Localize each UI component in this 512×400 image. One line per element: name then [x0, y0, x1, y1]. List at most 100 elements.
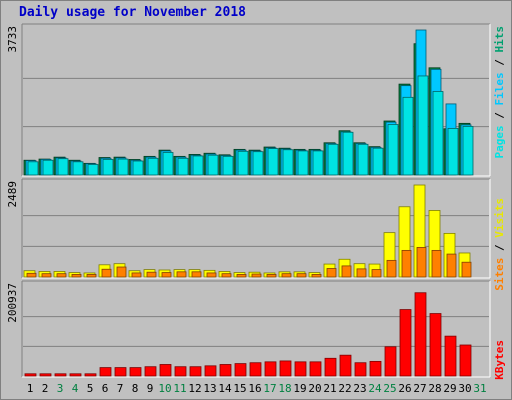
bar-pages-day-6 [102, 159, 114, 176]
bar-sites-day-26 [401, 249, 412, 278]
y-max-label-kbytes: 200937 [6, 283, 19, 323]
bar-kbytes-day-19 [294, 361, 307, 377]
bar-pages-day-27 [417, 75, 429, 176]
bar-kbytes-day-9 [144, 366, 157, 377]
bar-kbytes-day-8 [129, 367, 142, 377]
bar-pages-day-8 [132, 160, 144, 176]
legend-sites-visits-sites: Sites [493, 258, 506, 291]
bar-pages-day-3 [57, 158, 69, 176]
x-tick-label-day-22: 22 [338, 382, 351, 395]
bar-sites-day-11 [176, 271, 187, 278]
bar-pages-day-20 [312, 150, 324, 176]
bar-sites-day-28 [431, 249, 442, 278]
x-tick-label-day-28: 28 [428, 382, 441, 395]
bar-sites-day-29 [446, 253, 457, 278]
bar-kbytes-day-14 [219, 364, 232, 377]
bar-kbytes-day-20 [309, 361, 322, 377]
bar-sites-day-3 [56, 273, 67, 278]
bar-kbytes-day-27 [414, 292, 427, 377]
bar-kbytes-day-23 [354, 362, 367, 377]
x-tick-label-day-9: 9 [147, 382, 154, 395]
bar-pages-day-30 [462, 126, 474, 176]
x-tick-label-day-16: 16 [248, 382, 261, 395]
x-tick-label-day-8: 8 [132, 382, 139, 395]
bar-sites-day-21 [326, 268, 337, 278]
x-tick-label-day-31: 31 [473, 382, 486, 395]
x-tick-label-day-21: 21 [323, 382, 336, 395]
legend-sites-visits-separator: / [493, 238, 506, 258]
x-tick-label-day-3: 3 [57, 382, 64, 395]
bar-kbytes-day-17 [264, 361, 277, 377]
bar-pages-day-4 [72, 161, 84, 176]
bar-sites-day-15 [236, 274, 247, 278]
x-tick-label-day-4: 4 [72, 382, 79, 395]
legend-sites-visits-visits: Visits [493, 198, 506, 238]
bar-sites-day-30 [461, 261, 472, 278]
bar-sites-day-16 [251, 273, 262, 278]
bar-sites-day-10 [161, 272, 172, 278]
bar-sites-day-23 [356, 268, 367, 278]
bar-pages-day-2 [42, 159, 54, 176]
x-tick-label-day-17: 17 [263, 382, 276, 395]
bar-pages-day-13 [207, 154, 219, 176]
bar-pages-day-16 [252, 151, 264, 176]
bar-kbytes-day-5 [84, 373, 97, 377]
bar-pages-day-14 [222, 155, 234, 176]
bar-pages-day-29 [447, 127, 459, 176]
bar-sites-day-20 [311, 274, 322, 278]
bar-pages-day-11 [177, 157, 189, 176]
panel-sites-visits [22, 179, 490, 278]
legend-pages-files-hits-separator: / [493, 106, 506, 126]
x-tick-label-day-13: 13 [203, 382, 216, 395]
x-tick-label-day-23: 23 [353, 382, 366, 395]
bar-kbytes-day-12 [189, 366, 202, 377]
bar-kbytes-day-15 [234, 363, 247, 377]
bar-kbytes-day-22 [339, 354, 352, 377]
x-tick-label-day-30: 30 [458, 382, 471, 395]
bar-sites-day-9 [146, 271, 157, 278]
bar-kbytes-day-30 [459, 344, 472, 377]
x-tick-label-day-6: 6 [102, 382, 109, 395]
y-max-label-sites-visits: 2489 [6, 181, 19, 208]
x-tick-label-day-27: 27 [413, 382, 426, 395]
bar-sites-day-4 [71, 274, 82, 278]
legend-pages-files-hits-pages: Pages [493, 125, 506, 158]
bar-pages-day-26 [402, 96, 414, 176]
legend-pages-files-hits-files: Files [493, 72, 506, 105]
bar-pages-day-18 [282, 149, 294, 176]
bar-pages-day-15 [237, 150, 249, 176]
bar-pages-day-1 [27, 161, 39, 176]
bar-sites-day-6 [101, 268, 112, 278]
bar-kbytes-day-10 [159, 364, 172, 377]
x-tick-label-day-24: 24 [368, 382, 382, 395]
bar-kbytes-day-29 [444, 335, 457, 377]
x-tick-label-day-7: 7 [117, 382, 124, 395]
bar-sites-day-27 [416, 247, 427, 278]
bar-kbytes-day-13 [204, 365, 217, 377]
x-tick-label-day-12: 12 [188, 382, 201, 395]
x-tick-label-day-15: 15 [233, 382, 246, 395]
bar-sites-day-14 [221, 273, 232, 278]
x-tick-label-day-18: 18 [278, 382, 291, 395]
bar-pages-day-12 [192, 155, 204, 176]
bar-sites-day-18 [281, 273, 292, 278]
legend-kbytes-kbytes: KBytes [493, 340, 506, 380]
legend-pages-files-hits: Pages / Files / Hits [493, 26, 506, 159]
legend-kbytes: KBytes [493, 340, 506, 380]
bar-kbytes-day-18 [279, 360, 292, 377]
bar-pages-day-21 [327, 143, 339, 176]
bar-kbytes-day-7 [114, 367, 127, 377]
bar-sites-day-25 [386, 259, 397, 278]
bar-sites-day-19 [296, 273, 307, 278]
bar-kbytes-day-24 [369, 360, 382, 377]
bar-sites-day-12 [191, 271, 202, 278]
bar-kbytes-day-4 [69, 373, 82, 377]
bar-kbytes-day-2 [39, 373, 52, 377]
x-tick-label-day-11: 11 [173, 382, 186, 395]
bar-pages-day-24 [372, 147, 384, 176]
bar-pages-day-28 [432, 91, 444, 176]
x-tick-label-day-5: 5 [87, 382, 94, 395]
bar-sites-day-17 [266, 274, 277, 278]
bar-kbytes-day-16 [249, 362, 262, 377]
